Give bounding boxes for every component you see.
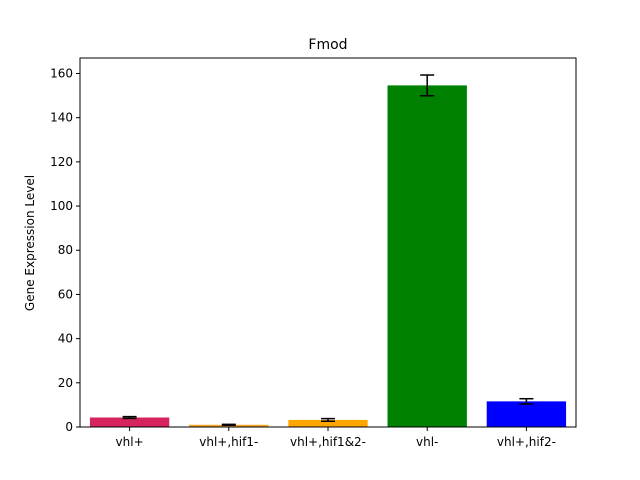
x-tick-label: vhl+,hif2-: [497, 435, 556, 449]
bar: [486, 401, 567, 427]
plot-frame: [79, 57, 577, 428]
y-tick-label: 140: [50, 111, 73, 125]
x-tick-label: vhl-: [416, 435, 438, 449]
y-tick-label: 0: [65, 420, 73, 434]
bar: [288, 419, 368, 427]
x-axis-ticks: vhl+ vhl+,hif1- vhl+,hif1&2- vhl-vhl+,hif2-: [116, 427, 556, 449]
bars: [89, 85, 567, 427]
y-tick-label: 80: [58, 243, 73, 257]
y-tick-label: 60: [58, 287, 73, 301]
y-tick-label: 40: [58, 332, 73, 346]
x-tick-label: vhl+: [116, 435, 144, 449]
y-tick-label: 120: [50, 155, 73, 169]
bar: [387, 85, 467, 427]
x-tick-label: vhl+,hif1&2-: [290, 435, 366, 449]
x-tick-label: vhl+,hif1-: [199, 435, 258, 449]
y-axis-label: Gene Expression Level: [23, 175, 37, 311]
bar: [89, 417, 170, 427]
y-tick-label: 20: [58, 376, 73, 390]
error-bars: [122, 74, 534, 426]
chart-title: Fmod: [308, 37, 347, 53]
y-axis-ticks: 0 20 40 60 80 100 120 140 160: [50, 66, 80, 434]
y-tick-label: 160: [50, 66, 73, 80]
y-tick-label: 100: [50, 199, 73, 213]
